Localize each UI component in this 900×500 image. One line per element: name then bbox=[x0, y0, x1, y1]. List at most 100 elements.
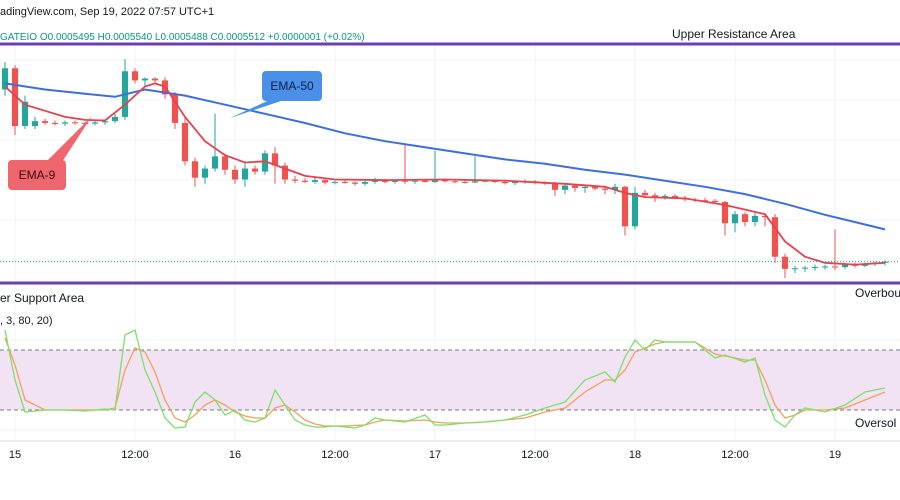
candle-body bbox=[101, 121, 109, 123]
candle-body bbox=[511, 181, 519, 184]
candle-body bbox=[821, 266, 829, 268]
ohlc-readout: GATEIO O0.0005495 H0.0005540 L0.0005488 … bbox=[0, 32, 365, 43]
candle-body bbox=[831, 266, 839, 268]
candle-body bbox=[61, 122, 69, 124]
stoch-k-line bbox=[4, 329, 886, 429]
candle-body bbox=[801, 267, 809, 269]
candle-body bbox=[321, 180, 329, 183]
ema50-callout-pointer bbox=[230, 98, 290, 118]
candle-body bbox=[41, 121, 49, 123]
candle-body bbox=[451, 181, 459, 183]
candle-body bbox=[221, 156, 229, 170]
candle-body bbox=[581, 186, 589, 189]
candle-body bbox=[671, 195, 679, 198]
candle-body bbox=[141, 78, 149, 81]
candle-body bbox=[811, 267, 819, 269]
overbought-label: Overbou bbox=[855, 286, 900, 300]
candle-body bbox=[131, 71, 139, 81]
x-tick-label: 16 bbox=[229, 449, 241, 461]
candle-body bbox=[181, 122, 189, 162]
candle-body bbox=[791, 268, 799, 270]
candle-body bbox=[731, 214, 739, 224]
stoch-d-line bbox=[4, 337, 886, 427]
candle-body bbox=[761, 215, 769, 218]
candle-body bbox=[381, 180, 389, 182]
upper-resistance-label: Upper Resistance Area bbox=[672, 27, 796, 41]
candle-body bbox=[91, 122, 99, 124]
x-tick-label: 12:00 bbox=[121, 449, 149, 461]
candle-body bbox=[311, 180, 319, 182]
candle-body bbox=[1, 68, 9, 90]
candle-body bbox=[421, 180, 429, 182]
candle-body bbox=[411, 180, 419, 182]
oversold-label: Oversol bbox=[855, 416, 896, 430]
candle-body bbox=[471, 181, 479, 183]
candle-body bbox=[171, 94, 179, 123]
candle-body bbox=[361, 181, 369, 184]
candle-body bbox=[481, 180, 489, 182]
candle-body bbox=[881, 261, 889, 263]
candle-body bbox=[461, 181, 469, 183]
candle-body bbox=[21, 101, 29, 126]
candle-body bbox=[611, 186, 619, 190]
candle-body bbox=[251, 168, 259, 172]
candle-body bbox=[561, 185, 569, 190]
candle-body bbox=[571, 185, 579, 189]
candle-body bbox=[401, 180, 409, 182]
x-tick-label: 15 bbox=[9, 449, 21, 461]
candle-body bbox=[701, 200, 709, 202]
candle-body bbox=[721, 202, 729, 224]
candle-body bbox=[631, 192, 639, 227]
candle-body bbox=[621, 186, 629, 227]
stoch-title: , 3, 80, 20) bbox=[0, 315, 53, 327]
x-tick-label: 19 bbox=[829, 449, 841, 461]
grid-lines bbox=[0, 40, 900, 440]
x-tick-label: 12:00 bbox=[721, 449, 749, 461]
candle-body bbox=[11, 68, 19, 126]
candle-body bbox=[711, 200, 719, 202]
candle-body bbox=[371, 180, 379, 182]
candle-body bbox=[591, 186, 599, 189]
x-axis: 15 12:00 16 12:00 17 12:00 18 12:00 19 bbox=[0, 440, 900, 461]
candle-body bbox=[351, 182, 359, 184]
candle-body bbox=[391, 180, 399, 182]
candle-body bbox=[771, 217, 779, 257]
candle-body bbox=[781, 256, 789, 269]
chart-source-header: adingView.com, Sep 19, 2022 07:57 UTC+1 bbox=[0, 6, 215, 18]
candle-body bbox=[741, 214, 749, 223]
candle-body bbox=[151, 78, 159, 81]
candle-body bbox=[601, 188, 609, 190]
candle-body bbox=[281, 165, 289, 180]
candle-body bbox=[341, 181, 349, 183]
candle-body bbox=[641, 192, 649, 196]
ema9-callout-label: EMA-9 bbox=[19, 168, 56, 182]
lower-support-label: er Support Area bbox=[0, 291, 84, 305]
candle-body bbox=[211, 156, 219, 169]
candle-body bbox=[261, 153, 269, 172]
ema-9-line bbox=[4, 82, 886, 266]
candle-body bbox=[71, 122, 79, 124]
ema9-callout-box bbox=[8, 160, 66, 190]
candle-body bbox=[201, 168, 209, 178]
ema50-callout-label: EMA-50 bbox=[270, 79, 314, 93]
candle-body bbox=[331, 181, 339, 183]
candle-body bbox=[431, 180, 439, 182]
candle-body bbox=[31, 121, 39, 126]
ema50-callout-box bbox=[262, 71, 322, 101]
candle-body bbox=[861, 264, 869, 266]
x-tick-label: 17 bbox=[429, 449, 441, 461]
candle-body bbox=[241, 168, 249, 180]
candle-body bbox=[111, 116, 119, 122]
x-tick-label: 12:00 bbox=[321, 449, 349, 461]
ema-50-line bbox=[4, 82, 886, 231]
candle-body bbox=[301, 180, 309, 182]
candle-body bbox=[441, 180, 449, 182]
candle-body bbox=[51, 122, 59, 124]
candle-body bbox=[501, 181, 509, 184]
ema9-callout: EMA-9 bbox=[8, 116, 92, 190]
candle-body bbox=[841, 264, 849, 268]
candle-body bbox=[231, 169, 239, 180]
candle-body bbox=[651, 195, 659, 198]
ema50-callout: EMA-50 bbox=[230, 71, 322, 118]
